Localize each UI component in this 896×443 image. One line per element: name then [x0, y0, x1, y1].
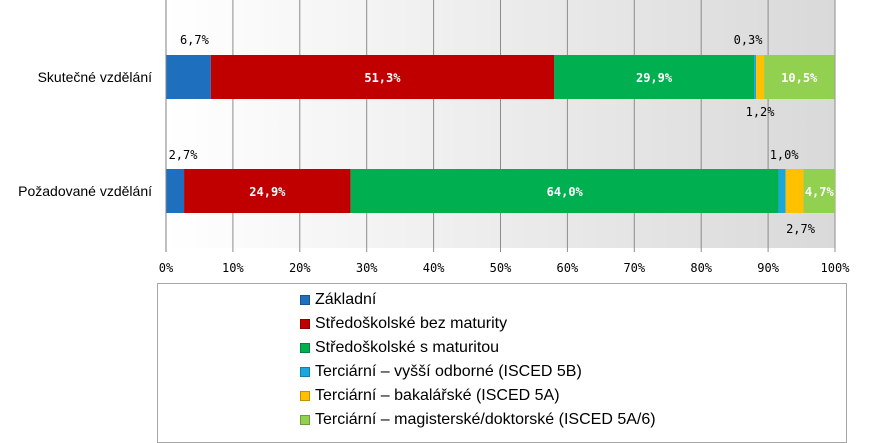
- data-label: 51,3%: [364, 71, 401, 85]
- x-tick-label: 70%: [623, 261, 645, 275]
- legend-item: Středoškolské s maturitou: [300, 336, 656, 360]
- bar-segment: [166, 169, 185, 213]
- legend-swatch: [300, 415, 310, 425]
- bar-segment: [350, 169, 779, 213]
- legend: Základní Středoškolské bez maturity Středo…: [157, 283, 847, 443]
- legend-swatch: [300, 391, 310, 401]
- bar-segment: [803, 169, 835, 213]
- data-label: 64,0%: [547, 185, 584, 199]
- data-labels: 6,7% 51,3% 29,9% 0,3% 1,2% 10,5% 2,7% 24,9% 64,0…: [169, 33, 835, 236]
- data-label: 4,7%: [805, 185, 835, 199]
- data-label: 10,5%: [781, 71, 818, 85]
- legend-list: Základní Středoškolské bez maturity Středo…: [300, 288, 656, 432]
- bar-segment: [785, 169, 804, 213]
- data-label: 2,7%: [169, 148, 199, 162]
- x-tick-label: 90%: [757, 261, 779, 275]
- x-tick-label: 100%: [821, 261, 851, 275]
- x-tick-label: 80%: [690, 261, 712, 275]
- x-tick-label: 0%: [159, 261, 174, 275]
- data-label: 2,7%: [786, 222, 816, 236]
- data-label: 29,9%: [636, 71, 673, 85]
- legend-item: Terciární – magisterské/doktorské (ISCED…: [300, 408, 656, 432]
- bar-segment: [166, 55, 211, 99]
- category-label: Skutečné vzdělání: [38, 69, 153, 85]
- legend-label: Terciární – bakalářské (ISCED 5A): [315, 387, 560, 404]
- bars: [166, 55, 835, 213]
- x-tick-label: 60%: [557, 261, 579, 275]
- legend-swatch: [300, 367, 310, 377]
- legend-label: Terciární – vyšší odborné (ISCED 5B): [315, 363, 582, 380]
- legend-item: Terciární – bakalářské (ISCED 5A): [300, 384, 656, 408]
- x-tick-label: 30%: [356, 261, 378, 275]
- bar-segment: [764, 55, 835, 99]
- data-label: 1,2%: [746, 105, 776, 119]
- data-label: 1,0%: [770, 148, 800, 162]
- x-tick-label: 50%: [490, 261, 512, 275]
- bar-segment: [754, 55, 757, 99]
- legend-swatch: [300, 295, 310, 305]
- x-tick-label: 10%: [222, 261, 244, 275]
- bar-segment: [184, 169, 351, 213]
- legend-item: Středoškolské bez maturity: [300, 312, 656, 336]
- category-label: Požadované vzdělání: [18, 183, 152, 199]
- axes: 0% 10% 20% 30% 40% 50% 60% 70% 80% 90% 100% Skutečn…: [18, 0, 850, 275]
- bar-segment: [210, 55, 555, 99]
- legend-item: Základní: [300, 288, 656, 312]
- data-label: 24,9%: [249, 185, 286, 199]
- legend-label: Středoškolské s maturitou: [315, 339, 500, 356]
- legend-item: Terciární – vyšší odborné (ISCED 5B): [300, 360, 656, 384]
- x-tick-label: 20%: [289, 261, 311, 275]
- data-label: 0,3%: [734, 33, 764, 47]
- legend-swatch: [300, 343, 310, 353]
- bar-segment: [756, 55, 765, 99]
- legend-swatch: [300, 319, 310, 329]
- stacked-bar-chart: 6,7% 51,3% 29,9% 0,3% 1,2% 10,5% 2,7% 24,9% 64,0…: [18, 0, 850, 275]
- bar-segment: [554, 55, 755, 99]
- bar-segment: [778, 169, 786, 213]
- legend-label: Středoškolské bez maturity: [315, 315, 508, 332]
- legend-label: Terciární – magisterské/doktorské (ISCED…: [315, 411, 656, 428]
- legend-label: Základní: [315, 291, 377, 308]
- x-tick-label: 40%: [423, 261, 445, 275]
- data-label: 6,7%: [180, 33, 210, 47]
